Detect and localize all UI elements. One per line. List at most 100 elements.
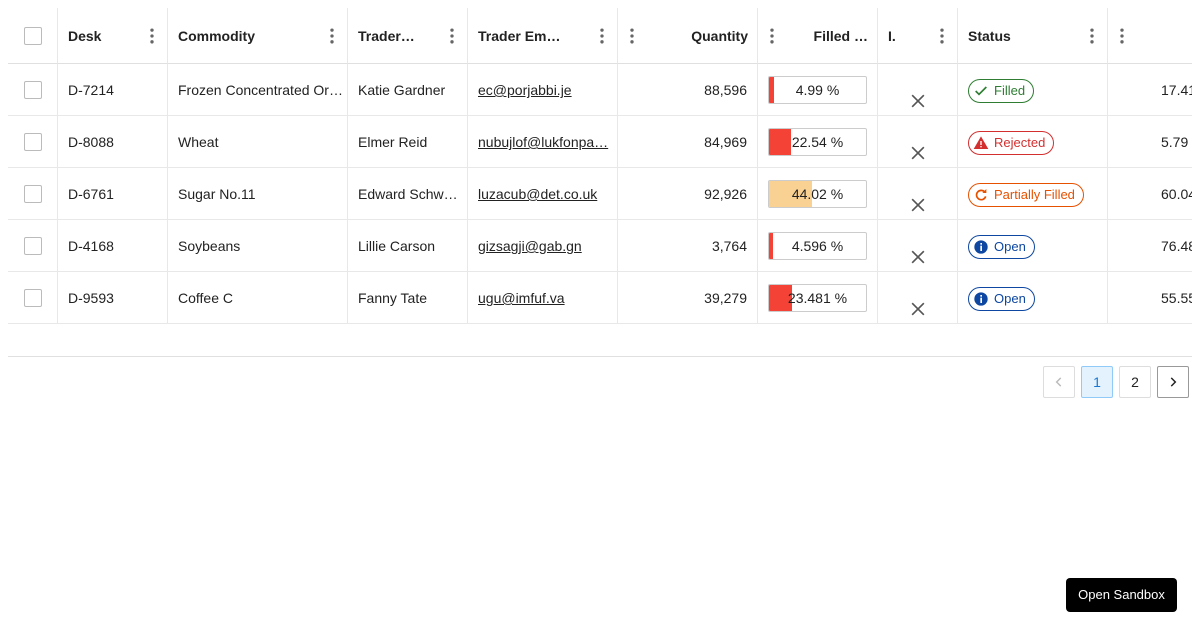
header-cell [618,8,758,64]
email-link[interactable]: ugu@imfuf.va [478,290,565,306]
status-text: Open [994,239,1026,255]
trader-cell: Elmer Reid [348,116,468,168]
quantity-text: 3,764 [711,238,747,254]
unit-price: 17.41 [1161,82,1192,98]
row-checkbox[interactable] [24,185,42,203]
progress-bar [769,129,791,155]
header-cell [58,8,168,64]
filled-cell: 22.54 % [758,116,878,168]
status-glyph [974,240,988,254]
status-glyph [975,86,987,96]
column-header[interactable]: Commodity [178,28,255,44]
column-menu-icon[interactable] [932,26,952,49]
not-filled-icon [908,236,928,271]
column-header[interactable]: Desk [68,28,102,44]
column-menu-icon[interactable] [442,26,462,49]
column-menu-icon[interactable] [592,26,612,49]
progress-label: 4.596 % [791,238,844,254]
column-header[interactable]: Filled … [813,28,868,44]
quantity-text: 39,279 [704,290,747,306]
trader-text: Lillie Carson [358,238,436,254]
unit-price: 60.04 [1161,186,1192,202]
is-filled-cell [878,168,958,220]
column-menu-icon[interactable] [622,26,642,49]
progress-label: 22.54 % [791,134,844,150]
column-menu-icon[interactable] [1082,26,1102,49]
desk-cell: D-9593 [58,272,168,324]
email-link[interactable]: nubujlof@lukfonpa… [478,134,609,150]
not-filled-icon [908,132,928,167]
column-menu-icon[interactable] [762,26,782,49]
page-button[interactable]: 2 [1119,366,1151,398]
progress-box: 4.99 % [768,76,867,104]
page-button[interactable]: 1 [1081,366,1113,398]
commodity-text: Sugar No.11 [178,186,256,202]
status-cell: Partially Filled [958,168,1108,220]
filled-cell: 4.99 % [758,64,878,116]
progress-bar [769,233,774,259]
column-menu-icon-glyph [1120,28,1124,44]
filled-cell: 4.596 % [758,220,878,272]
column-menu-icon[interactable] [142,26,162,49]
row-checkbox[interactable] [24,237,42,255]
progress-bar [769,77,774,103]
quantity-cell: 92,926 [618,168,758,220]
row-checkbox-cell [8,168,58,220]
column-menu-icon-glyph [940,28,944,44]
status-cell: Open [958,220,1108,272]
commodity-text: Soybeans [178,238,241,254]
header-cell [758,8,878,64]
row-checkbox-cell [8,64,58,116]
email-link[interactable]: luzacub@det.co.uk [478,186,598,202]
quantity-text: 88,596 [704,82,747,98]
row-checkbox[interactable] [24,289,42,307]
progress-label: 23.481 % [787,290,848,306]
status-cell: Open [958,272,1108,324]
desk-cell: D-7214 [58,64,168,116]
column-menu-icon[interactable] [1112,26,1132,49]
status-chip: Open [968,235,1035,260]
header-checkbox[interactable] [24,27,42,45]
status-text: Partially Filled [994,187,1075,203]
next-page[interactable] [1157,366,1189,398]
column-header[interactable]: Trader Em… [478,28,561,44]
column-header[interactable]: Status [968,28,1011,44]
email-cell: gizsagji@gab.gn [468,220,618,272]
prev-glyph [1055,377,1062,387]
header-cell [168,8,348,64]
open-sandbox-button[interactable]: Open Sandbox [1066,578,1177,612]
not-filled-icon-glyph [911,94,925,108]
status-text: Rejected [994,135,1046,151]
row-checkbox[interactable] [24,81,42,99]
commodity-text: Coffee C [178,290,233,306]
progress-label: 4.99 % [795,82,840,98]
column-menu-icon[interactable] [322,26,342,49]
header-cell [1108,8,1192,64]
row-checkbox[interactable] [24,133,42,151]
is-filled-cell [878,220,958,272]
not-filled-icon-glyph [911,198,925,212]
unit-price: 5.79 [1161,134,1189,150]
column-header[interactable]: I. [888,28,896,44]
status-chip: Partially Filled [968,183,1084,208]
desk-text: D-6761 [68,186,114,202]
column-header[interactable]: Quantity [691,28,748,44]
unit-price-cell: 60.04 [1108,168,1192,220]
progress-bar [769,285,792,311]
status-icon [973,83,989,99]
email-link[interactable]: gizsagji@gab.gn [478,238,582,254]
status-cell: Filled [958,64,1108,116]
commodity-cell: Frozen Concentrated Or… [168,64,348,116]
status-text: Open [994,291,1026,307]
trader-cell: Fanny Tate [348,272,468,324]
commodity-text: Frozen Concentrated Or… [178,82,343,98]
trader-text: Fanny Tate [358,290,428,306]
email-link[interactable]: ec@porjabbi.je [478,82,572,98]
status-glyph [973,136,989,150]
quantity-cell: 88,596 [618,64,758,116]
email-cell: ugu@imfuf.va [468,272,618,324]
column-menu-icon-glyph [770,28,774,44]
column-header[interactable]: Trader… [358,28,415,44]
trader-text: Katie Gardner [358,82,446,98]
